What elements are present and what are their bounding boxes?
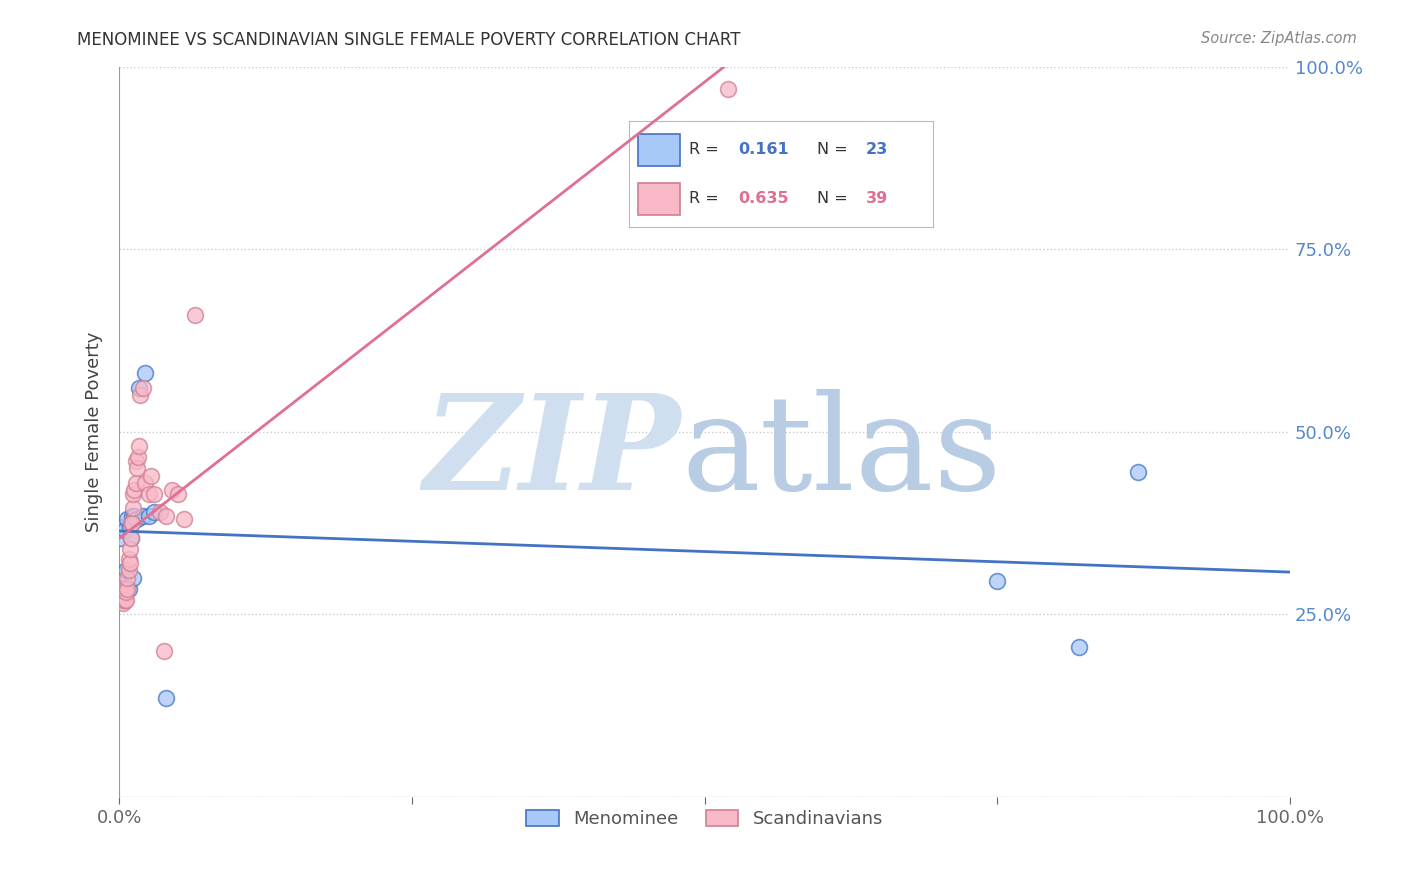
Point — [1069, 640, 1091, 654]
Point — [115, 563, 138, 577]
Point — [131, 381, 153, 395]
Point — [115, 592, 138, 607]
Point — [134, 475, 156, 490]
Point — [110, 519, 132, 533]
Text: ZIP: ZIP — [423, 389, 682, 518]
Point — [117, 563, 139, 577]
Point — [122, 487, 145, 501]
Point — [149, 505, 172, 519]
Text: MENOMINEE VS SCANDINAVIAN SINGLE FEMALE POVERTY CORRELATION CHART: MENOMINEE VS SCANDINAVIAN SINGLE FEMALE … — [77, 31, 741, 49]
Point — [115, 585, 138, 599]
Point — [139, 468, 162, 483]
Point — [152, 644, 174, 658]
Point — [122, 501, 145, 516]
Point — [117, 571, 139, 585]
Point — [129, 388, 152, 402]
Text: atlas: atlas — [682, 389, 1001, 518]
Point — [138, 508, 160, 523]
Point — [124, 475, 146, 490]
Point — [143, 505, 166, 519]
Point — [114, 523, 136, 537]
Legend: Menominee, Scandinavians: Menominee, Scandinavians — [519, 803, 890, 835]
Point — [127, 450, 149, 465]
Point — [143, 487, 166, 501]
Point — [118, 541, 141, 556]
Point — [125, 512, 148, 526]
Point — [128, 381, 150, 395]
Point — [160, 483, 183, 497]
Point — [121, 516, 143, 530]
Point — [131, 508, 153, 523]
Point — [110, 592, 132, 607]
Point — [120, 516, 142, 530]
Point — [155, 508, 177, 523]
Point — [118, 519, 141, 533]
Point — [155, 691, 177, 706]
Point — [124, 508, 146, 523]
Point — [114, 582, 136, 596]
Text: Source: ZipAtlas.com: Source: ZipAtlas.com — [1201, 31, 1357, 46]
Point — [111, 596, 134, 610]
Point — [121, 508, 143, 523]
Point — [110, 589, 132, 603]
Point — [1126, 465, 1149, 479]
Point — [112, 567, 135, 582]
Point — [111, 574, 134, 589]
Point — [122, 571, 145, 585]
Point — [125, 461, 148, 475]
Point — [184, 308, 207, 322]
Point — [717, 81, 740, 95]
Point — [117, 512, 139, 526]
Y-axis label: Single Female Poverty: Single Female Poverty — [86, 332, 103, 532]
Point — [118, 556, 141, 570]
Point — [173, 512, 195, 526]
Point — [166, 487, 188, 501]
Point — [117, 582, 139, 596]
Point — [134, 366, 156, 380]
Point — [124, 483, 146, 497]
Point — [117, 582, 139, 596]
Point — [986, 574, 1008, 589]
Point — [117, 552, 139, 566]
Point — [138, 487, 160, 501]
Point — [112, 592, 135, 607]
Point — [128, 439, 150, 453]
Point — [110, 531, 132, 545]
Point — [120, 531, 142, 545]
Point — [114, 592, 136, 607]
Point — [124, 454, 146, 468]
Point — [120, 531, 142, 545]
